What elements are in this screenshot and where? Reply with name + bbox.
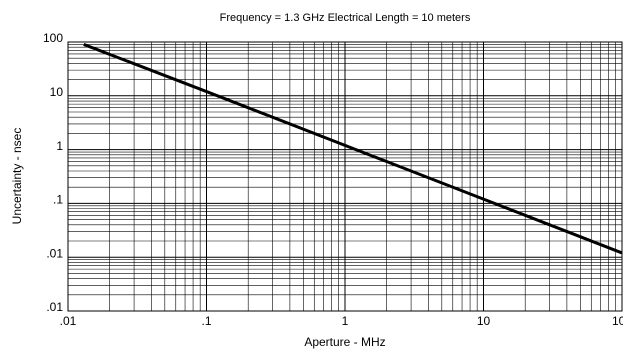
x-tick-label: 10	[477, 314, 491, 328]
data-line	[83, 43, 623, 255]
x-tick-label: .01	[60, 314, 77, 328]
y-tick-label: 10	[50, 85, 64, 99]
x-tick-label: .1	[201, 314, 211, 328]
x-axis-label: Aperture - MHz	[304, 335, 385, 349]
y-tick-label: 100	[43, 31, 63, 45]
plot-border	[67, 41, 623, 312]
chart-title: Frequency = 1.3 GHz Electrical Length = …	[220, 12, 471, 24]
x-tick-label: 100	[612, 314, 623, 328]
y-tick-label: .01	[46, 246, 63, 260]
x-tick-label: 1	[342, 314, 349, 328]
y-tick-label: .01	[46, 300, 63, 314]
y-axis-label: Uncertainty - nsec	[10, 128, 24, 225]
y-tick-label: 1	[56, 139, 63, 153]
y-tick-label: .1	[53, 193, 63, 207]
